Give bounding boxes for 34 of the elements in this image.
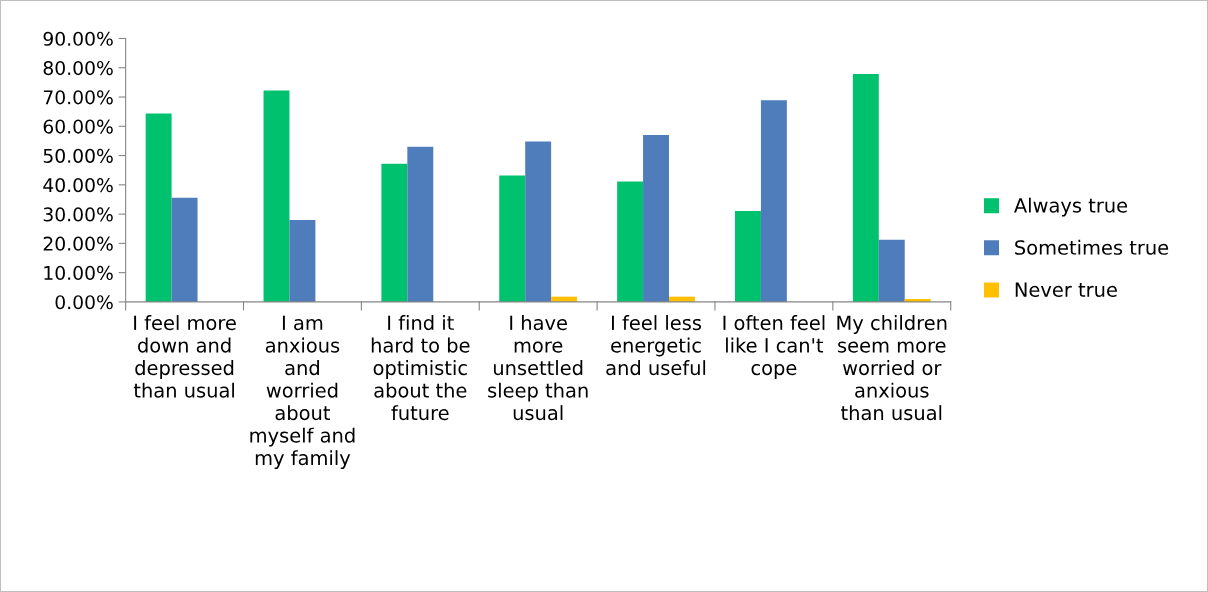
- y-tick-label: 0.00%: [55, 295, 113, 310]
- y-tick-label: 40.00%: [43, 178, 113, 193]
- bar: [852, 73, 879, 302]
- legend-label: Sometimes true: [1015, 239, 1169, 255]
- y-tick-label: 60.00%: [43, 119, 113, 134]
- x-tick-label: I find it hard to be optimistic about the future: [371, 315, 470, 421]
- y-tick-label: 90.00%: [43, 31, 113, 46]
- bar: [760, 100, 787, 302]
- bar: [381, 163, 408, 302]
- y-tick-label: 70.00%: [43, 90, 113, 105]
- y-tick-label: 50.00%: [43, 148, 113, 163]
- bar: [525, 141, 552, 302]
- x-tick-label: I have more unsettled sleep than usual: [488, 315, 588, 421]
- y-tick-label: 10.00%: [44, 265, 113, 281]
- bar: [407, 146, 434, 302]
- x-tick-label: I am anxious and worried about myself and my family: [250, 315, 355, 469]
- y-tick-label: 80.00%: [43, 60, 113, 76]
- bar: [499, 175, 526, 302]
- legend-label: Always true: [1014, 197, 1128, 217]
- y-tick-label: 20.00%: [43, 236, 113, 251]
- x-tick-label: I feel less energetic and useful: [606, 315, 706, 376]
- x-tick-label: I feel more down and depressed than usual: [133, 315, 236, 398]
- bar: [735, 210, 761, 302]
- bar: [171, 197, 198, 302]
- bar: [289, 219, 316, 302]
- x-tick-label: I often feel like I can't cope: [723, 315, 825, 379]
- bar: [617, 181, 644, 302]
- bar: [643, 135, 669, 302]
- bar: [145, 113, 172, 302]
- legend-label: Never true: [1015, 282, 1117, 298]
- y-tick-label: 30.00%: [43, 207, 113, 222]
- x-tick-label: My children seem more worried or anxious than usual: [837, 315, 947, 421]
- bar: [263, 90, 290, 302]
- bar: [878, 239, 905, 302]
